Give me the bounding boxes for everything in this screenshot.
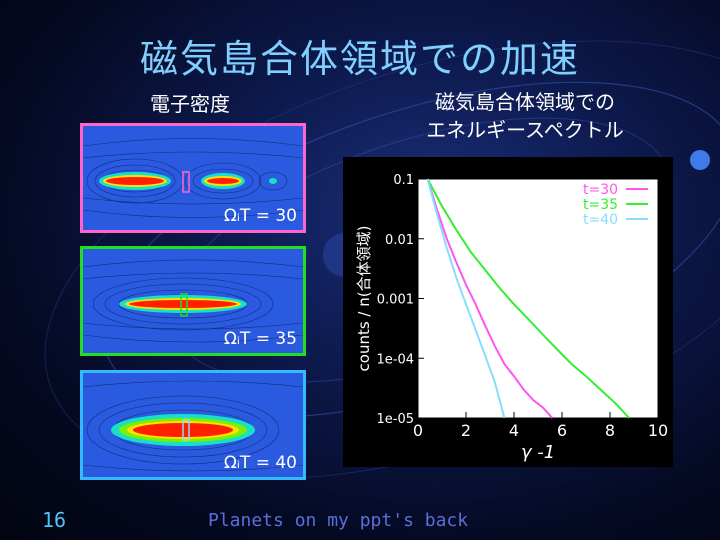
left-subtitle: 電子密度 [150,92,230,116]
footer-text: Planets on my ppt's back [208,510,469,531]
density-image [83,126,303,230]
spectrum-chart: 0 2 4 6 8 10 0.1 0.01 0.001 1e-04 1e-05 t=30 t=35 t=4… [343,157,673,467]
panel-label: ΩᵢT = 35 [223,329,297,349]
slide-number: 16 [42,508,67,532]
legend-label: t=30 [583,182,618,198]
panel-label: ΩᵢT = 40 [223,453,297,473]
y-tick-label: 0.01 [385,233,414,248]
x-tick-label: 10 [648,421,668,440]
x-axis-label: γ -1 [521,442,555,463]
spectrum-chart-svg: 0 2 4 6 8 10 0.1 0.01 0.001 1e-04 1e-05 t=30t=35t=4… [355,173,668,463]
plot-area [417,178,659,419]
legend-label: t=35 [583,197,618,213]
right-subtitle: 磁気島合体領域での エネルギースペクトル [395,88,655,144]
x-tick-label: 2 [461,421,471,440]
density-panel-t30: ΩᵢT = 30 [80,123,306,233]
x-tick-label: 4 [509,421,519,440]
slide-title: 磁気島合体領域での加速 [139,37,580,81]
density-panel-t40: ΩᵢT = 40 [80,370,306,480]
y-tick-label: 0.1 [393,173,414,188]
legend-label: t=40 [583,212,618,228]
series-line-t-30 [426,178,554,419]
y-axis-label: counts / n(合体領域) [355,226,373,372]
y-tick-label: 1e-04 [376,352,414,367]
y-tick-label: 1e-05 [376,412,414,427]
x-tick-label: 6 [557,421,567,440]
density-image [83,249,303,353]
series-line-t-35 [426,178,630,419]
series-line-t-40 [426,178,506,419]
panel-label: ΩᵢT = 30 [223,206,297,226]
density-image [83,373,303,477]
density-panel-t35: ΩᵢT = 35 [80,246,306,356]
y-tick-label: 0.001 [377,293,414,308]
right-subtitle-line1: 磁気島合体領域での [435,90,615,114]
x-tick-label: 0 [413,421,423,440]
planet-icon [690,150,710,170]
right-subtitle-line2: エネルギースペクトル [426,118,624,142]
x-tick-label: 8 [605,421,615,440]
